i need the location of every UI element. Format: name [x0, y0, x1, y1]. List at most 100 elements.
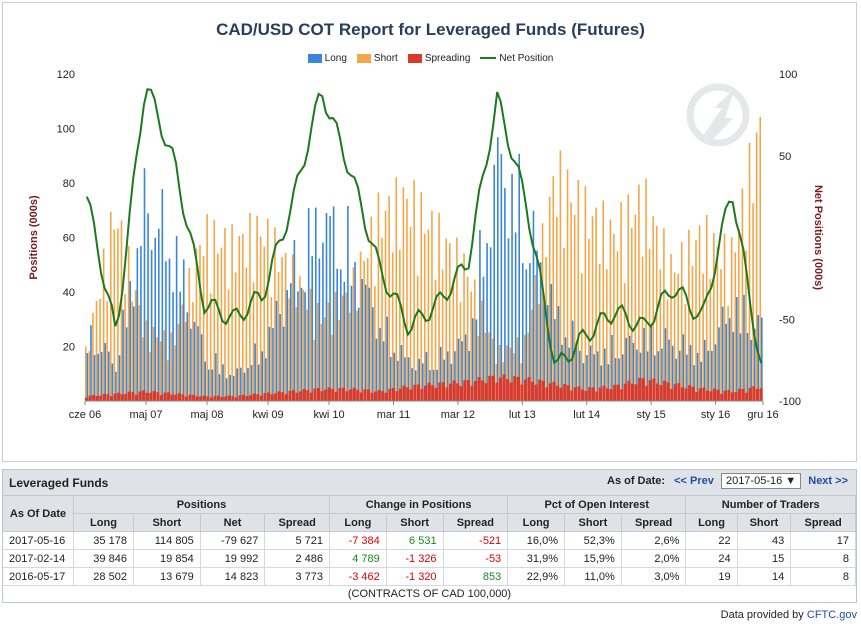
long-bar	[157, 228, 160, 401]
short-bar	[477, 335, 480, 401]
short-bar	[188, 267, 191, 401]
long-bar	[675, 358, 678, 401]
short-bar	[288, 298, 291, 401]
cftc-link[interactable]: CFTC.gov	[806, 609, 857, 621]
short-bar	[274, 227, 276, 401]
short-bar	[252, 282, 255, 401]
short-bar	[634, 214, 637, 401]
short-bar	[370, 216, 373, 401]
spreading-bar	[231, 396, 235, 401]
long-bar	[350, 285, 353, 401]
table-cell: 22	[685, 531, 738, 550]
long-bar	[215, 353, 217, 401]
spreading-bar	[395, 391, 399, 401]
spreading-bar	[523, 379, 528, 401]
long-bar	[511, 173, 513, 401]
net-position-line	[85, 88, 763, 365]
short-bar	[730, 237, 733, 401]
short-bar	[359, 251, 362, 401]
cot-table: As Of Date Positions Change in Positions…	[3, 496, 856, 586]
long-bar	[272, 327, 274, 401]
long-bar	[304, 292, 306, 401]
spreading-bar	[470, 385, 474, 401]
long-bar	[571, 320, 574, 401]
legend-item-spreading[interactable]: Spreading	[407, 53, 470, 64]
spreading-bar	[413, 384, 417, 401]
short-bar	[605, 269, 608, 401]
spreading-bar	[209, 397, 214, 401]
subheader-long: Long	[685, 513, 738, 532]
x-tick-label: kwi 09	[252, 409, 283, 421]
x-tick-label: lut 14	[573, 409, 600, 421]
short-bar	[270, 296, 273, 401]
short-bar	[516, 337, 519, 401]
date-select[interactable]: 2017-05-16 ▼	[720, 473, 802, 489]
long-bar	[418, 358, 421, 401]
short-bar	[623, 283, 626, 401]
legend-item-long[interactable]: Long	[307, 53, 347, 64]
long-bar	[496, 137, 499, 401]
long-bar	[703, 339, 706, 401]
spreading-bar	[559, 387, 563, 401]
table-cell: 14 823	[200, 567, 266, 586]
spreading-bar	[456, 383, 460, 401]
spreading-bar	[366, 389, 371, 401]
table-heading: Leveraged Funds	[9, 476, 109, 490]
long-bar	[290, 283, 292, 401]
spreading-bar	[406, 387, 410, 401]
table-cell: 11,0%	[564, 567, 622, 586]
spreading-bar	[120, 394, 124, 401]
long-bar	[332, 206, 335, 401]
long-bar	[439, 346, 442, 401]
spreading-bar	[384, 392, 388, 401]
long-bar	[653, 355, 656, 401]
spreading-bar	[345, 391, 349, 401]
short-bar	[88, 351, 91, 401]
date-select-value: 2017-05-16	[725, 475, 783, 487]
long-bar	[493, 164, 496, 401]
spreading-bar	[391, 388, 396, 401]
short-bar	[548, 196, 551, 401]
long-bar	[554, 319, 556, 401]
spreading-bar	[324, 389, 328, 401]
subheader-short: Short	[737, 513, 792, 532]
footer-prefix: Data provided by	[720, 609, 804, 621]
table-cell: 853	[443, 567, 509, 586]
short-bar	[377, 192, 380, 401]
chart-title: CAD/USD COT Report for Leveraged Funds (…	[216, 20, 645, 39]
long-bar	[504, 188, 506, 401]
short-bar	[224, 227, 226, 401]
long-bar	[589, 345, 592, 401]
short-bar	[306, 309, 308, 401]
long-bar	[257, 364, 260, 401]
long-bar	[243, 372, 246, 401]
prev-date-link[interactable]: << Prev	[674, 475, 714, 487]
table-cell: 4 789	[329, 549, 387, 568]
short-bar	[452, 279, 455, 401]
short-bar	[727, 306, 729, 401]
short-bar	[566, 169, 569, 401]
table-cell: 22,9%	[507, 567, 565, 586]
long-bar	[118, 355, 121, 401]
legend-item-short[interactable]: Short	[356, 53, 398, 64]
table-cell: 15,9%	[564, 549, 622, 568]
spreading-bar	[556, 385, 560, 401]
table-cell: 3 773	[264, 567, 330, 586]
short-bar	[663, 228, 665, 401]
spreading-bar	[174, 394, 178, 401]
long-bar	[129, 281, 132, 401]
long-bar	[132, 306, 135, 401]
spreading-bar	[152, 391, 157, 401]
x-tick-label: maj 08	[191, 409, 224, 421]
short-bar	[470, 291, 472, 401]
next-date-link[interactable]: Next >>	[808, 475, 848, 487]
long-bar	[489, 247, 492, 401]
spreading-bar	[284, 394, 289, 401]
long-bar	[461, 341, 463, 401]
spreading-bar	[745, 392, 749, 401]
spreading-bar	[591, 387, 595, 401]
legend-item-net-position[interactable]: Net Position	[480, 53, 553, 64]
spreading-bar	[134, 394, 139, 401]
chart-legend: Long Short Spreading Net Position	[0, 53, 861, 64]
long-bar	[557, 306, 560, 401]
